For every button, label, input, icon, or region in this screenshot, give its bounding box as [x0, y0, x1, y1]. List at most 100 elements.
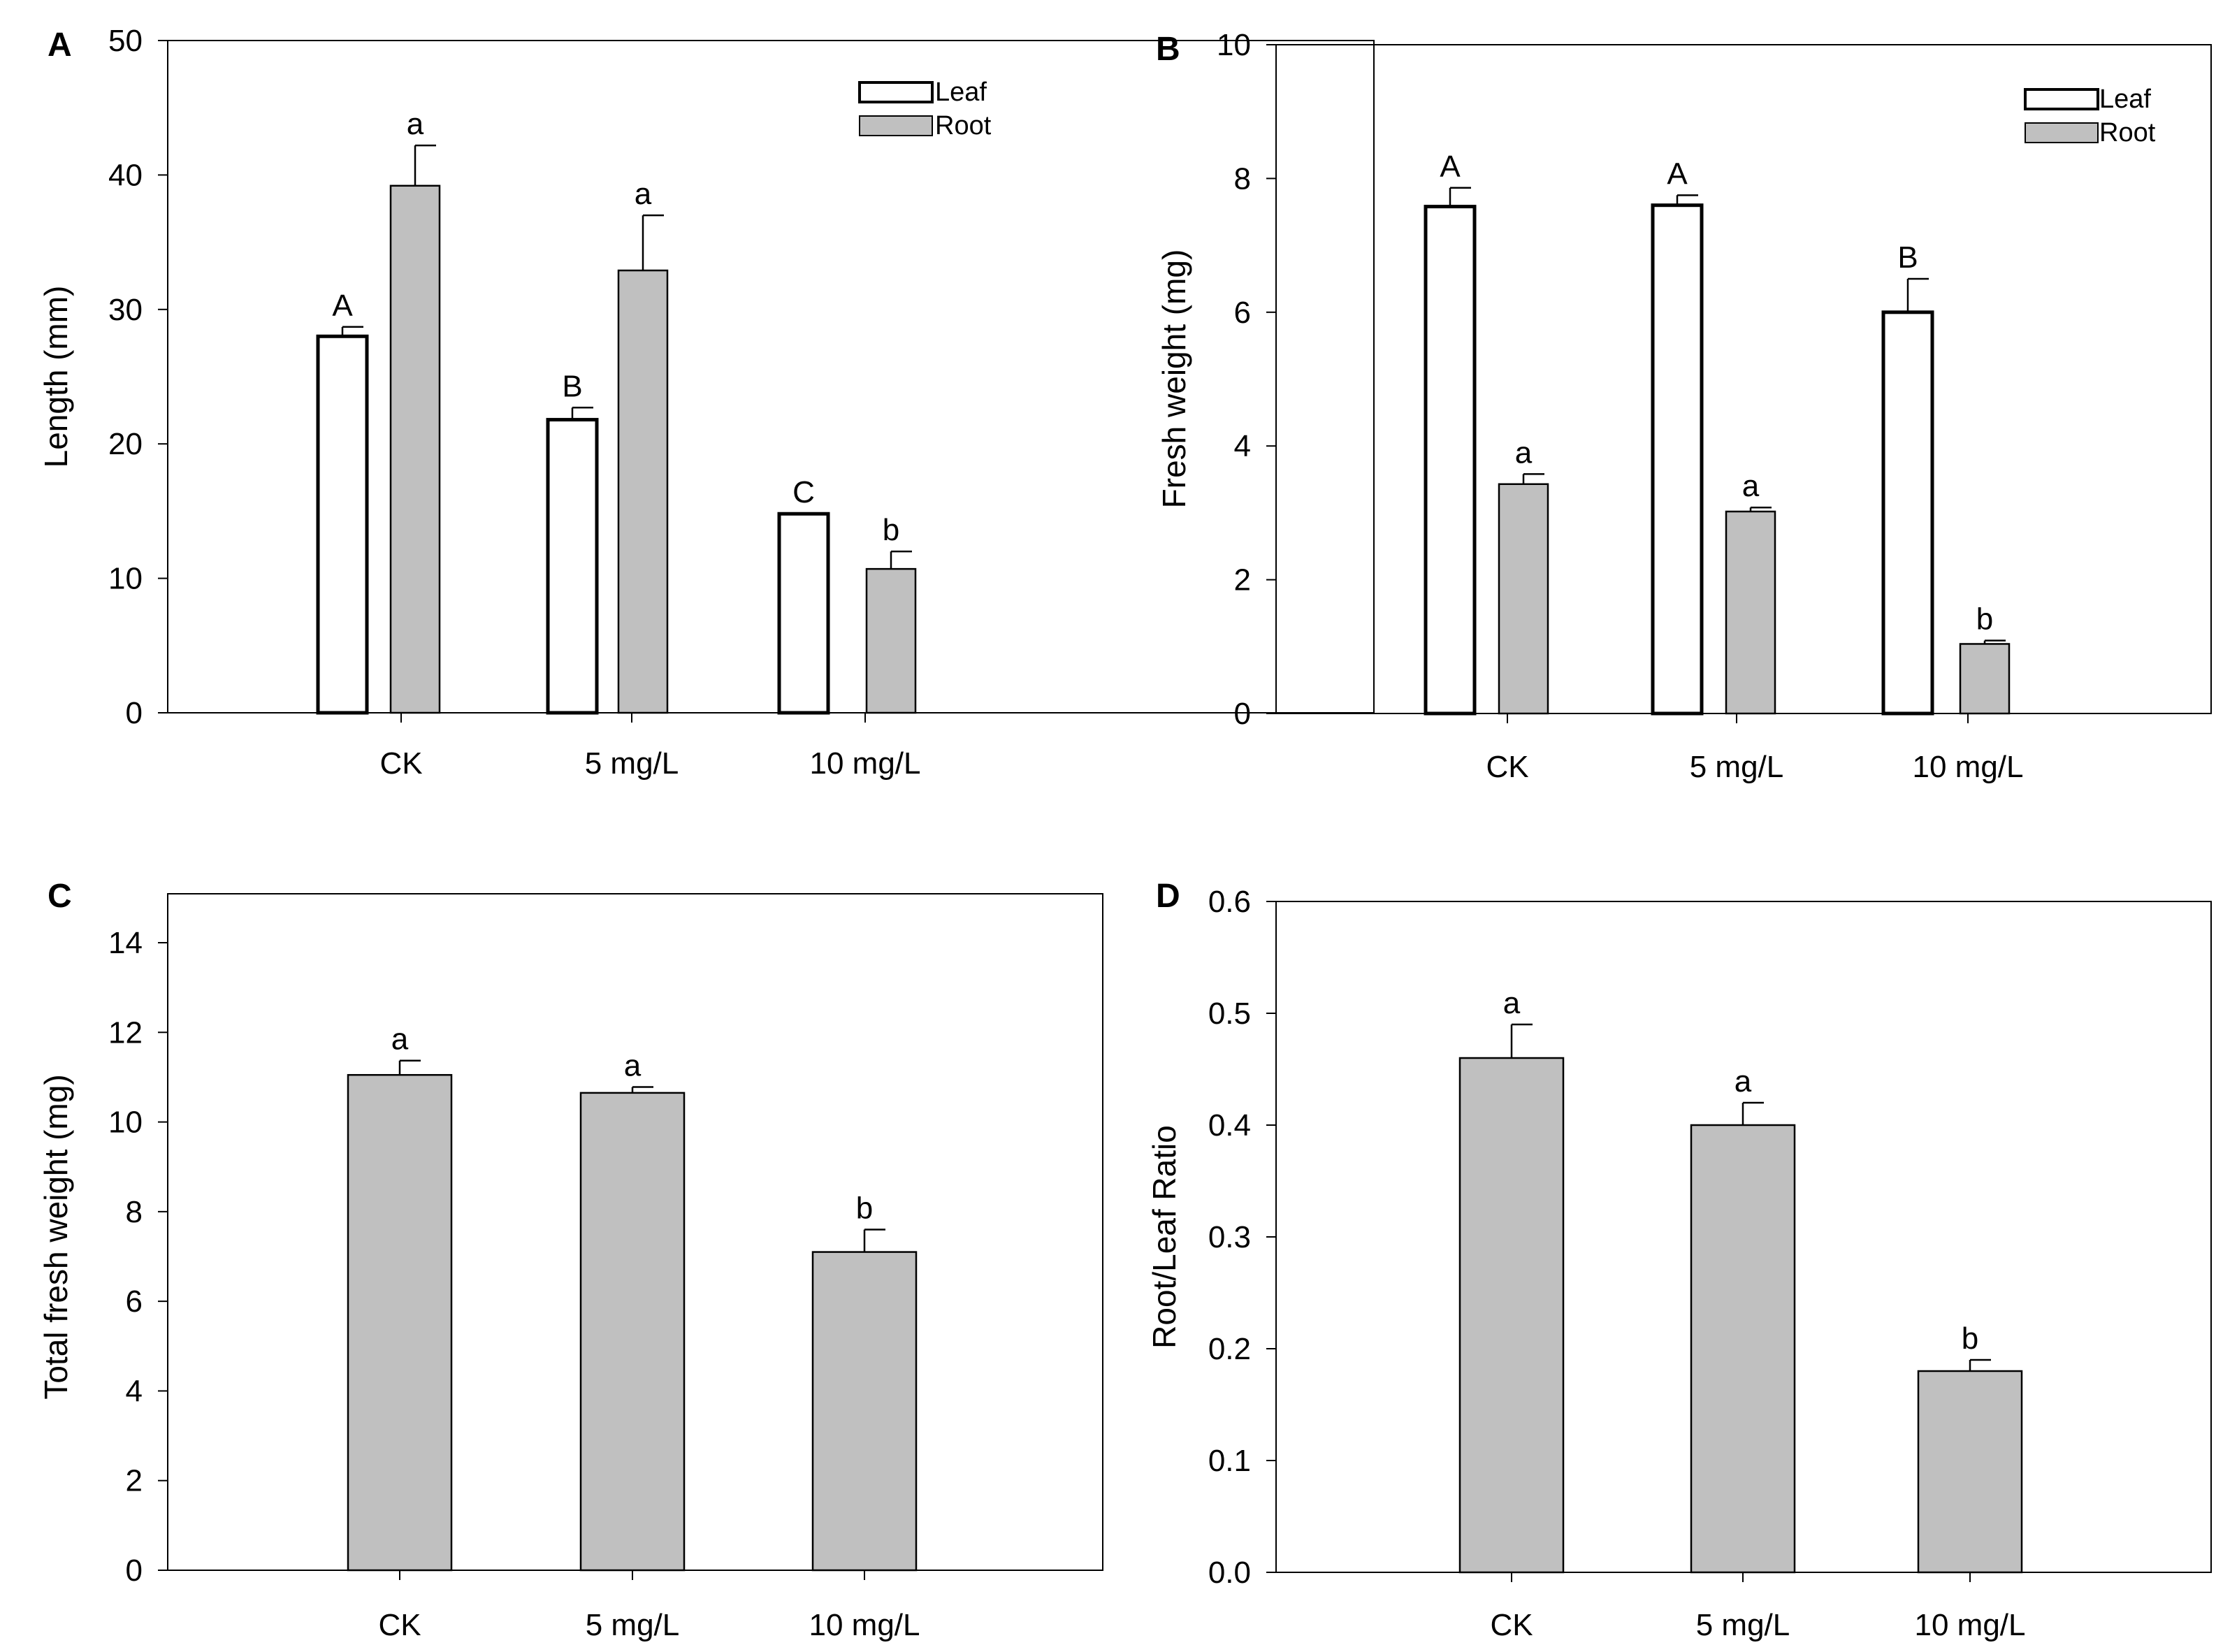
panel-a-root-ck-significance: a — [407, 107, 424, 141]
panel-a-root-10-mg-l-bar — [865, 567, 917, 714]
panel-d-ytick-label-0-2: 0.2 — [1208, 1332, 1251, 1366]
panel-c-ytick-label-0: 0 — [126, 1553, 143, 1588]
panel-a-leaf-ck-significance: A — [332, 289, 353, 323]
panel-c-ytick-label-14: 14 — [108, 926, 143, 960]
panel-b-root-ck-significance: a — [1515, 435, 1533, 470]
panel-b-leaf-5-mg-l-significance: A — [1667, 157, 1688, 191]
panel-b-ytick-label-2: 2 — [1234, 563, 1251, 597]
panel-c-total-10-mg-l-significance: b — [856, 1191, 873, 1226]
panel-b-leaf-ck-bar — [1424, 205, 1477, 716]
panel-b-xtick-label-5-mg-l: 5 mg/L — [1690, 750, 1784, 784]
legend-leaf-swatch — [858, 81, 934, 103]
panel-c-total-5-mg-l-bar — [579, 1092, 686, 1572]
panel-a-frame — [167, 40, 1375, 713]
panel-b-marks: A A Ba a b — [1424, 150, 2011, 716]
panel-d-letter: D — [1156, 878, 1180, 915]
panel-d-ratio-5-mg-l-significance: a — [1735, 1064, 1752, 1099]
panel-b-legend: Leaf Root — [2024, 85, 2156, 147]
panel-b-x-axis: CK 5 mg/L 10 mg/L — [1486, 713, 2023, 784]
panel-c-y-axis: 0 2 4 6 8 10 12 14 — [108, 926, 168, 1588]
panel-b-letter: B — [1156, 31, 1180, 68]
panel-d-x-axis: CK 5 mg/L 10 mg/L — [1490, 1572, 2025, 1642]
panel-b-xtick-label-10-mg-l: 10 mg/L — [1913, 750, 2024, 784]
panel-c-ytick-label-4: 4 — [126, 1374, 143, 1408]
panel-d-y-title: Root/Leaf Ratio — [1146, 1125, 1182, 1349]
panel-b-root-10-mg-l-significance: b — [1976, 602, 1993, 637]
panel-b-root-10-mg-l-bar — [1959, 643, 2011, 715]
panel-b-y-axis: 0 2 4 6 8 10 — [1217, 28, 1276, 731]
panel-c-total-ck-significance: a — [391, 1022, 409, 1057]
panel-a-x-axis: CK 5 mg/L 10 mg/L — [379, 713, 920, 781]
panel-c-ytick-label-2: 2 — [126, 1464, 143, 1498]
panel-d-ratio-ck-bar — [1458, 1057, 1565, 1574]
panel-d-ytick-label-0-5: 0.5 — [1208, 997, 1251, 1031]
panel-b-root-5-mg-l-significance: a — [1742, 469, 1760, 503]
panel-c-xtick-label-5-mg-l: 5 mg/L — [586, 1608, 680, 1642]
panel-c-total-10-mg-l-bar — [811, 1251, 918, 1572]
panel-c: C a a b 0 2 4 6 8 10 12 14 CK 5 mg/L 10 mg/L Total … — [38, 878, 1103, 1642]
panel-c-total-ck-bar — [347, 1073, 453, 1572]
panel-a-ytick-label-0: 0 — [126, 696, 143, 730]
panel-c-total-5-mg-l-significance: a — [624, 1049, 642, 1083]
panel-a-leaf-5-mg-l-bar — [546, 418, 599, 715]
panel-a-xtick-label-5-mg-l: 5 mg/L — [585, 746, 679, 781]
panel-c-ytick-label-8: 8 — [126, 1195, 143, 1229]
panel-b-xtick-label-ck: CK — [1486, 750, 1528, 784]
panel-b-leaf-10-mg-l-bar — [1881, 310, 1934, 716]
panel-a-leaf-10-mg-l-bar — [777, 512, 830, 715]
panel-b: B A A Ba a b 0 2 4 6 8 10 CK 5 mg/L 10 mg/L Fresh w… — [1156, 28, 2212, 784]
panel-d-ratio-10-mg-l-significance: b — [1962, 1321, 1978, 1356]
panel-b-frame — [1275, 44, 2212, 714]
panel-a-ytick-label-30: 30 — [108, 293, 143, 327]
panel-d-ytick-label-0-3: 0.3 — [1208, 1220, 1251, 1254]
panel-a-leaf-5-mg-l-significance: B — [562, 369, 582, 403]
panel-b-ytick-label-10: 10 — [1217, 28, 1251, 62]
panel-a-ytick-label-20: 20 — [108, 427, 143, 461]
panel-d-ratio-5-mg-l-bar — [1690, 1124, 1796, 1574]
legend-leaf-label: Leaf — [935, 78, 987, 107]
panel-a-y-title: Length (mm) — [38, 286, 74, 468]
panel-d-xtick-label-5-mg-l: 5 mg/L — [1696, 1608, 1790, 1642]
panel-d-marks: a a b — [1458, 986, 2023, 1574]
panel-a-marks: A B Ca a b — [316, 107, 917, 715]
panel-a-ytick-label-10: 10 — [108, 562, 143, 596]
panel-a-leaf-10-mg-l-significance: C — [792, 475, 815, 509]
panel-a-root-5-mg-l-significance: a — [635, 177, 652, 211]
panel-c-ytick-label-10: 10 — [108, 1106, 143, 1140]
panel-a-root-ck-bar — [389, 184, 441, 714]
panel-a-xtick-label-ck: CK — [379, 746, 422, 781]
panel-d-ratio-ck-significance: a — [1503, 986, 1521, 1020]
panel-d-ytick-label-0-1: 0.1 — [1208, 1444, 1251, 1478]
panel-a-root-5-mg-l-bar — [617, 269, 669, 714]
panel-b-leaf-10-mg-l-significance: B — [1897, 240, 1918, 275]
panel-c-ytick-label-6: 6 — [126, 1284, 143, 1319]
panel-d-ytick-label-0-0: 0.0 — [1208, 1556, 1251, 1590]
panel-a-root-10-mg-l-significance: b — [883, 513, 899, 547]
panel-d-ratio-10-mg-l-bar — [1917, 1370, 2023, 1574]
panel-a-letter: A — [48, 27, 72, 64]
legend-root-label: Root — [935, 111, 992, 140]
panel-c-frame — [167, 893, 1103, 1571]
panel-a-ytick-label-40: 40 — [108, 158, 143, 192]
panel-c-xtick-label-10-mg-l: 10 mg/L — [809, 1608, 920, 1642]
panel-d-ytick-label-0-6: 0.6 — [1208, 885, 1251, 919]
legend-leaf-swatch — [2024, 88, 2099, 110]
panel-b-root-5-mg-l-bar — [1725, 510, 1776, 715]
legend-root-label: Root — [2099, 118, 2156, 147]
panel-c-marks: a a b — [347, 1022, 918, 1572]
panel-b-ytick-label-8: 8 — [1234, 161, 1251, 196]
panel-d-y-axis: 0.0 0.1 0.2 0.3 0.4 0.5 0.6 — [1208, 885, 1276, 1590]
legend-leaf-label: Leaf — [2099, 85, 2151, 114]
panel-c-ytick-label-12: 12 — [108, 1015, 143, 1050]
panel-b-root-ck-bar — [1498, 483, 1549, 715]
panel-b-ytick-label-6: 6 — [1234, 296, 1251, 330]
panel-c-y-title: Total fresh weight (mg) — [38, 1074, 74, 1399]
panel-a-ytick-label-50: 50 — [108, 24, 143, 58]
panel-b-y-title: Fresh weight (mg) — [1156, 249, 1192, 509]
panel-b-ytick-label-0: 0 — [1234, 697, 1251, 731]
panel-b-leaf-5-mg-l-bar — [1651, 203, 1704, 716]
panel-a-legend: Leaf Root — [858, 78, 992, 140]
legend-root-swatch — [2025, 122, 2099, 143]
panel-a-xtick-label-10-mg-l: 10 mg/L — [810, 746, 921, 781]
